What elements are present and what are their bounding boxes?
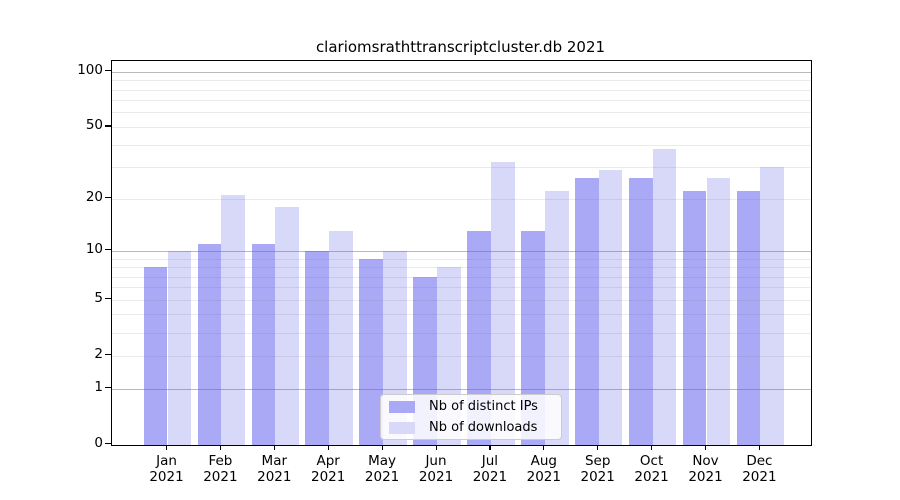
y-tick-label-20: 20 [85,189,103,206]
bar-downloads-nov [706,178,731,445]
bar-distinct-ips-jul [467,231,491,445]
x-tick-jun [435,444,437,450]
x-tick-label-apr: Apr 2021 [311,452,346,485]
legend: Nb of distinct IPs Nb of downloads [380,394,562,440]
x-tick-label-jul: Jul 2021 [472,452,508,485]
legend-swatch-distinct-ips [389,400,415,413]
x-tick-label-oct: Oct 2021 [634,452,669,485]
bar-downloads-mar [275,206,300,445]
x-tick-label-dec: Dec 2021 [742,452,777,485]
x-tick-label-jan: Jan 2021 [149,452,184,485]
bar-distinct-ips-jan [143,267,168,445]
bar-distinct-ips-feb [197,243,222,445]
gridline-40 [112,144,811,146]
bar-downloads-dec [760,167,785,445]
bar-downloads-oct [652,148,677,445]
y-tick-label-5: 5 [94,290,103,307]
y-tick-label-0: 0 [94,435,103,451]
x-tick-may [381,444,383,450]
plot-area: Nb of distinct IPs Nb of downloads [111,60,812,446]
gridline-3 [112,332,811,334]
y-tick-0 [105,443,111,445]
legend-item-distinct-ips: Nb of distinct IPs [381,398,561,416]
bar-downloads-apr [329,231,353,445]
x-tick-aug [543,444,545,450]
y-tick-100 [105,70,111,72]
y-tick-5 [105,298,111,300]
y-tick-50 [105,125,111,127]
bar-distinct-ips-sep [574,178,599,445]
gridline-70 [112,100,811,102]
bar-distinct-ips-mar [251,243,276,445]
x-tick-feb [219,444,222,450]
gridline-2 [112,355,811,357]
x-tick-apr [327,444,329,450]
gridline-80 [112,89,811,91]
y-tick-2 [105,354,111,356]
y-tick-label-100: 100 [77,62,103,79]
x-tick-dec [758,444,761,450]
y-tick-label-10: 10 [85,241,103,258]
legend-label-downloads: Nb of downloads [429,420,538,435]
x-tick-label-feb: Feb 2021 [203,452,238,485]
bar-distinct-ips-oct [628,178,653,445]
gridline-60 [112,112,811,114]
gridline-90 [112,80,811,82]
x-tick-sep [597,444,599,450]
x-tick-mar [273,444,275,450]
bar-downloads-feb [221,194,246,445]
bar-downloads-jan [167,250,192,445]
x-tick-jan [166,444,168,450]
bar-distinct-ips-dec [736,191,761,445]
x-tick-jul [489,444,491,450]
legend-label-distinct-ips: Nb of distinct IPs [429,399,538,414]
x-tick-label-aug: Aug 2021 [526,452,561,485]
y-tick-label-50: 50 [85,117,103,134]
y-tick-20 [105,197,111,199]
bar-downloads-aug [544,191,569,445]
bar-downloads-jul [490,162,515,445]
x-tick-label-jun: Jun 2021 [418,452,454,485]
x-tick-label-nov: Nov 2021 [688,452,723,485]
gridline-5 [112,299,811,301]
x-tick-label-sep: Sep 2021 [580,452,615,485]
gridline-20 [112,198,811,200]
x-tick-nov [705,444,707,450]
gridline-50 [112,126,811,128]
bar-distinct-ips-nov [682,191,707,445]
gridline-30 [112,167,811,169]
y-tick-10 [105,249,111,251]
x-tick-label-mar: Mar 2021 [257,452,292,485]
gridline-4 [112,314,811,316]
bar-distinct-ips-apr [305,250,330,445]
gridline-7 [112,276,811,278]
bar-downloads-sep [598,169,623,445]
gridline-10 [112,250,811,252]
bar-distinct-ips-aug [521,231,545,445]
gridline-1 [112,388,811,390]
y-tick-label-2: 2 [94,346,103,363]
x-tick-label-may: May 2021 [364,452,400,485]
legend-swatch-downloads [389,421,415,434]
bar-distinct-ips-may [359,258,384,445]
gridline-6 [112,287,811,289]
gridline-100 [112,71,811,73]
y-tick-label-1: 1 [94,379,103,395]
x-tick-oct [651,444,653,450]
y-tick-1 [105,387,111,389]
legend-item-downloads: Nb of downloads [381,419,561,437]
chart-title: clariomsrathttranscriptcluster.db 2021 [315,38,606,56]
gridline-9 [112,258,811,260]
gridline-8 [112,267,811,268]
